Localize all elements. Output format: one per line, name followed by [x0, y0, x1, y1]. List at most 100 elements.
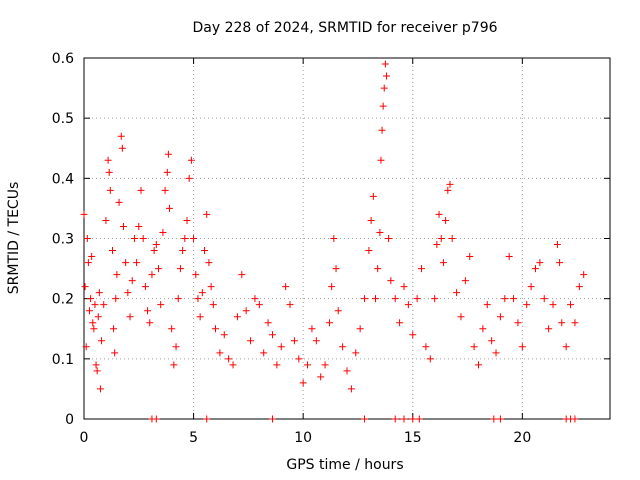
- data-point: [404, 301, 412, 309]
- data-point: [339, 343, 347, 351]
- data-point: [94, 313, 102, 321]
- data-point: [124, 289, 132, 297]
- data-point: [100, 301, 108, 309]
- data-point: [92, 361, 100, 369]
- data-point: [98, 337, 106, 345]
- data-point: [308, 325, 316, 333]
- data-point: [431, 295, 439, 303]
- data-point: [387, 277, 395, 285]
- data-point: [212, 325, 219, 333]
- data-point: [172, 343, 180, 351]
- x-axis-label: GPS time / hours: [286, 457, 403, 473]
- data-point: [347, 385, 355, 393]
- data-point: [413, 295, 421, 303]
- data-point: [150, 247, 158, 255]
- y-tick-label: 0.5: [52, 111, 74, 127]
- data-point: [527, 283, 535, 291]
- data-point: [510, 295, 518, 303]
- data-point: [422, 343, 430, 351]
- data-point: [492, 349, 500, 357]
- data-point: [444, 186, 452, 194]
- y-tick-label: 0: [65, 412, 74, 428]
- data-point: [277, 343, 285, 351]
- data-point: [96, 385, 104, 393]
- gridlines: [84, 58, 610, 419]
- data-point: [385, 235, 393, 242]
- data-point: [194, 295, 202, 303]
- data-point: [328, 283, 336, 291]
- data-point: [433, 241, 441, 249]
- data-point: [575, 283, 583, 291]
- data-point: [442, 216, 450, 224]
- data-point: [376, 228, 384, 236]
- data-point: [501, 295, 509, 303]
- data-point: [400, 415, 408, 423]
- data-point: [85, 307, 93, 315]
- data-point: [536, 259, 544, 267]
- data-point: [352, 349, 360, 357]
- data-point: [168, 325, 176, 333]
- data-point: [286, 301, 294, 309]
- data-point: [514, 319, 522, 327]
- data-point: [325, 319, 333, 327]
- data-point: [562, 343, 570, 351]
- data-point: [400, 283, 408, 291]
- data-point: [233, 313, 241, 321]
- data-point: [457, 313, 465, 321]
- data-point: [122, 259, 130, 267]
- data-point: [146, 319, 154, 327]
- x-tick-label: 0: [80, 430, 89, 446]
- data-point: [119, 222, 127, 230]
- data-point: [260, 349, 268, 357]
- data-point: [201, 247, 209, 255]
- data-point: [203, 415, 211, 423]
- data-point: [126, 313, 134, 321]
- data-point: [304, 361, 312, 369]
- data-point: [152, 415, 160, 423]
- data-point: [505, 253, 513, 261]
- data-point: [332, 265, 340, 273]
- data-point: [137, 186, 145, 194]
- x-tick-label: 5: [189, 430, 198, 446]
- data-point: [106, 186, 114, 194]
- data-point: [108, 247, 116, 255]
- data-point: [461, 277, 469, 285]
- data-point: [378, 126, 386, 134]
- data-point: [567, 301, 575, 309]
- data-point: [556, 259, 564, 267]
- data-point: [165, 204, 173, 212]
- data-point: [93, 367, 101, 375]
- data-point: [181, 235, 189, 242]
- data-point: [159, 228, 167, 236]
- data-point: [83, 235, 91, 242]
- data-point: [540, 295, 548, 303]
- data-point: [290, 337, 298, 345]
- data-point: [139, 235, 147, 242]
- data-point: [247, 337, 255, 345]
- data-point: [377, 156, 385, 164]
- data-point: [426, 355, 434, 363]
- data-point: [80, 210, 88, 218]
- data-point: [479, 325, 487, 333]
- data-point: [104, 156, 112, 164]
- data-point: [102, 216, 110, 224]
- data-point: [435, 210, 443, 218]
- data-point: [84, 259, 92, 267]
- data-point: [453, 289, 461, 297]
- data-point: [183, 216, 191, 224]
- data-point: [87, 295, 95, 303]
- data-point: [356, 325, 364, 333]
- data-point: [238, 271, 246, 279]
- data-point: [220, 331, 228, 339]
- data-point: [155, 265, 163, 273]
- data-point: [496, 415, 504, 423]
- data-point: [192, 271, 200, 279]
- data-point: [268, 415, 276, 423]
- data-point: [391, 415, 399, 423]
- data-point: [196, 313, 204, 321]
- data-point: [580, 271, 588, 279]
- data-point: [488, 337, 496, 345]
- data-point: [225, 355, 233, 363]
- data-point: [409, 331, 417, 339]
